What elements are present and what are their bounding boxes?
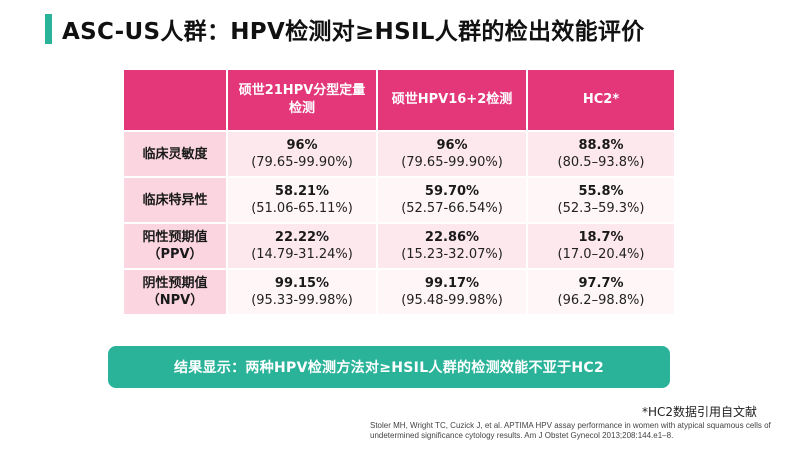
cell-value: 18.7% — [578, 229, 624, 245]
cell-value: 22.86% — [424, 229, 480, 245]
row-label-ppv: 阳性预期值（PPV） — [122, 222, 228, 270]
cell-value: 88.8% — [578, 137, 624, 153]
row-label-specificity: 临床特异性 — [122, 176, 228, 224]
cell-ci: (15.23-32.07%) — [401, 246, 503, 262]
row-label-npv: 阴性预期值（NPV） — [122, 268, 228, 316]
table-row: 阴性预期值（NPV） 99.15% (95.33-99.98%) 99.17% … — [122, 268, 676, 316]
conclusion-banner: 结果显示：两种HPV检测方法对≥HSIL人群的检测效能不亚于HC2 — [108, 346, 670, 388]
cell-ci: (96.2–98.8%) — [557, 292, 645, 308]
header-cell: 硕世HPV16+2检测 — [376, 68, 528, 132]
table-cell: 22.22% (14.79-31.24%) — [226, 222, 378, 270]
table-cell: 22.86% (15.23-32.07%) — [376, 222, 528, 270]
cell-value: 22.22% — [274, 229, 330, 245]
cell-ci: (80.5–93.8%) — [557, 154, 645, 170]
header-cell: 硕世21HPV分型定量检测 — [226, 68, 378, 132]
cell-ci: (14.79-31.24%) — [251, 246, 353, 262]
reference-citation: Stoler MH, Wright TC, Cuzick J, et al. A… — [370, 421, 771, 440]
cell-value: 58.21% — [274, 183, 330, 199]
table-cell: 97.7% (96.2–98.8%) — [526, 268, 676, 316]
table-row: 临床特异性 58.21% (51.06-65.11%) 59.70% (52.5… — [122, 176, 676, 224]
performance-table: 硕世21HPV分型定量检测 硕世HPV16+2检测 HC2* 临床灵敏度 96%… — [122, 68, 676, 316]
table-cell: 58.21% (51.06-65.11%) — [226, 176, 378, 224]
cell-ci: (17.0–20.4%) — [557, 246, 645, 262]
cell-value: 96% — [436, 137, 468, 153]
cell-ci: (95.33-99.98%) — [251, 292, 353, 308]
cell-ci: (79.65-99.90%) — [401, 154, 503, 170]
footnote: *HC2数据引用自文献 — [641, 405, 757, 419]
cell-ci: (95.48-99.98%) — [401, 292, 503, 308]
cell-value: 55.8% — [578, 183, 624, 199]
row-label-sensitivity: 临床灵敏度 — [122, 130, 228, 178]
cell-value: 59.70% — [424, 183, 480, 199]
cell-ci: (79.65-99.90%) — [251, 154, 353, 170]
cell-ci: (51.06-65.11%) — [251, 200, 353, 216]
table-cell: 96% (79.65-99.90%) — [226, 130, 378, 178]
table-row: 阳性预期值（PPV） 22.22% (14.79-31.24%) 22.86% … — [122, 222, 676, 270]
cell-ci: (52.3–59.3%) — [557, 200, 645, 216]
header-cell: HC2* — [526, 68, 676, 132]
table-row: 临床灵敏度 96% (79.65-99.90%) 96% (79.65-99.9… — [122, 130, 676, 178]
title-accent-bar — [45, 14, 52, 44]
table-cell: 55.8% (52.3–59.3%) — [526, 176, 676, 224]
table-cell: 96% (79.65-99.90%) — [376, 130, 528, 178]
cell-value: 99.17% — [424, 275, 480, 291]
page-title: ASC-US人群：HPV检测对≥HSIL人群的检出效能评价 — [62, 19, 645, 45]
table-cell: 59.70% (52.57-66.54%) — [376, 176, 528, 224]
cell-value: 97.7% — [578, 275, 624, 291]
table-cell: 18.7% (17.0–20.4%) — [526, 222, 676, 270]
header-corner-cell — [122, 68, 228, 132]
cell-value: 96% — [286, 137, 318, 153]
table-header-row: 硕世21HPV分型定量检测 硕世HPV16+2检测 HC2* — [122, 68, 676, 132]
table-cell: 99.15% (95.33-99.98%) — [226, 268, 378, 316]
table-cell: 99.17% (95.48-99.98%) — [376, 268, 528, 316]
cell-value: 99.15% — [274, 275, 330, 291]
cell-ci: (52.57-66.54%) — [401, 200, 503, 216]
table-cell: 88.8% (80.5–93.8%) — [526, 130, 676, 178]
